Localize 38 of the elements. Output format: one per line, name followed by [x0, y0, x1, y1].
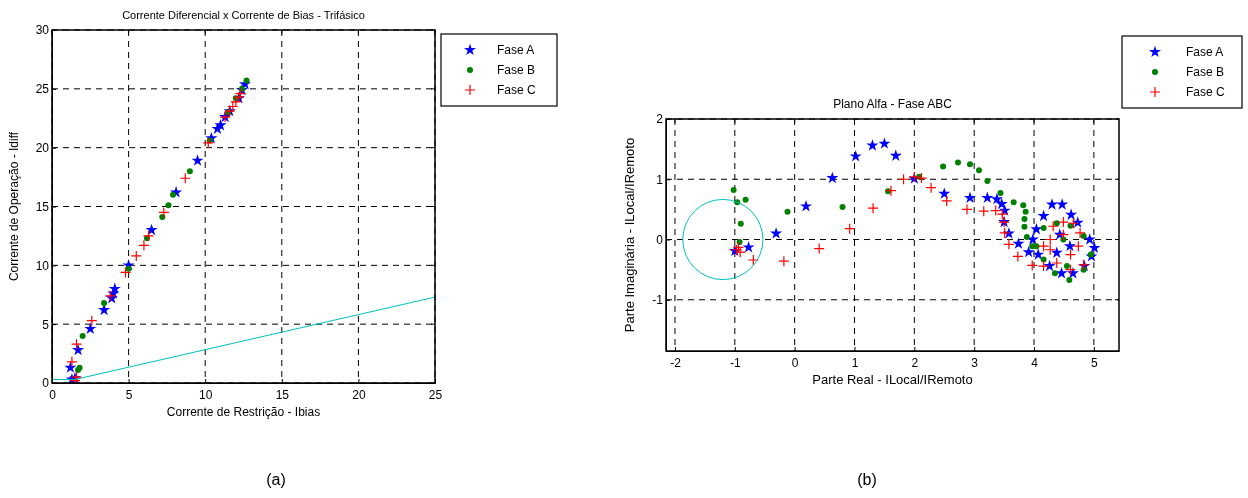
y-tick-label: 10 [35, 258, 50, 273]
x-tick-label: 3 [971, 356, 979, 371]
y-tick-label: 15 [35, 199, 50, 214]
x-tick-label: 2 [911, 356, 919, 371]
x-tick-label: 0 [791, 356, 799, 371]
y-tick-label: 2 [656, 112, 664, 127]
legend-label: Fase C [1186, 85, 1226, 99]
y-tick-label: 30 [35, 23, 50, 38]
legend-label: Fase A [1186, 45, 1224, 59]
y-axis-title: Parte Imaginária - ILocal/IRemoto [622, 137, 637, 333]
x-tick-label: 5 [1091, 356, 1099, 371]
x-tick-label: 20 [352, 388, 366, 403]
y-tick-label: 25 [35, 82, 50, 97]
x-axis-title: Parte Real - ILocal/IRemoto [812, 372, 973, 387]
chart-title: Plano Alfa - Fase ABC [833, 97, 953, 111]
y-tick-label: 5 [42, 317, 50, 332]
y-tick-label: 0 [42, 376, 50, 391]
y-tick-label: 1 [656, 172, 664, 187]
y-tick-label: -1 [652, 293, 664, 308]
text: (a) [266, 471, 286, 488]
x-tick-label: -1 [729, 356, 741, 371]
x-tick-label: 10 [199, 388, 213, 403]
x-tick-label: 1 [851, 356, 859, 371]
chart-title: Corrente Diferencial x Corrente de Bias - Trifásico [122, 9, 365, 21]
x-tick-label: -2 [670, 356, 682, 371]
legend-label: Fase B [1186, 65, 1225, 79]
y-tick-label: 20 [35, 141, 50, 156]
x-tick-label: 25 [428, 388, 443, 403]
legend-label: Fase C [497, 83, 537, 97]
y-tick-label: 0 [656, 232, 664, 247]
x-axis-title: Corrente de Restrição - Ibias [166, 405, 321, 419]
legend-label: Fase A [497, 43, 535, 57]
x-tick-label: 15 [275, 388, 290, 403]
legend-label: Fase B [497, 63, 536, 77]
y-axis-title: Corrente de Operação - Idiff [7, 131, 21, 282]
x-tick-label: 4 [1031, 356, 1039, 371]
text: (b) [857, 471, 877, 488]
x-tick-label: 5 [125, 388, 133, 403]
